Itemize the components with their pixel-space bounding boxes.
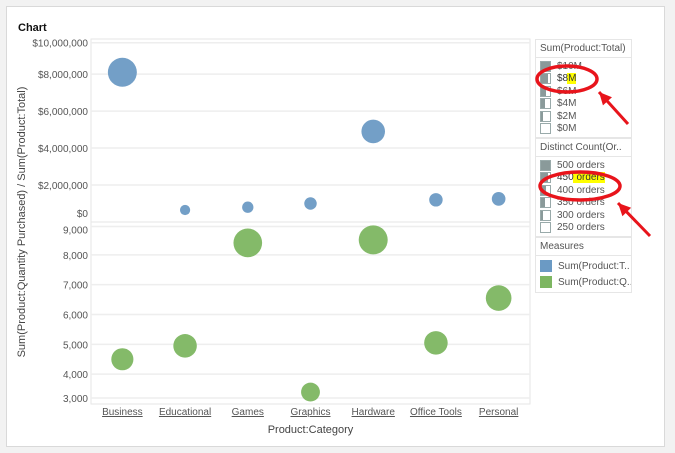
legend-label: 400 orders [557,184,605,196]
legend-item: 500 orders [540,159,631,172]
legend-title-total: Sum(Product:Total) [535,39,632,58]
bubble-1-hardware [358,225,388,255]
plot-area-1 [90,221,531,405]
legend-label: 250 orders [557,222,605,234]
y-tick-label: $6,000,000 [38,107,88,118]
size-swatch-icon [540,184,551,196]
y-tick-label: $2,000,000 [38,181,88,192]
bubble-1-graphics [301,382,320,402]
legend-item: $0M [540,123,631,136]
bubble-0-personal [491,192,506,206]
legend-item: 350 orders [540,197,631,210]
bubble-1-personal [485,285,512,311]
legend-item: $10M [540,60,631,73]
y-tick-label: $0 [77,209,89,220]
legend-label: $4M [557,98,577,110]
chart-title: Chart [18,22,47,34]
size-swatch-icon [540,85,551,97]
x-tick-label: Graphics [290,407,330,418]
legend-item: Sum(Product:T.. [540,258,631,274]
plot-area-0 [90,38,531,223]
size-swatch-icon [540,123,551,135]
legend-label: 450 orders [557,172,605,184]
y-tick-label: 7,000 [63,281,88,292]
legend-label: Sum(Product:T.. [558,260,630,272]
y-tick-label: 3,000 [63,394,88,405]
size-swatch-icon [540,197,551,209]
bubble-1-office-tools [424,331,448,355]
x-tick-label: Business [102,407,143,418]
bubble-1-educational [173,334,197,358]
size-swatch-icon [540,209,551,221]
x-tick-label: Educational [159,407,211,418]
x-tick-label: Games [232,407,264,418]
legend-size-orders: 500 orders 450 orders 400 orders 350 orders… [535,157,632,237]
size-swatch-icon [540,222,551,234]
bubble-0-hardware [361,119,386,144]
legend-item: $6M [540,85,631,98]
x-tick-label: Office Tools [410,407,462,418]
size-swatch-icon [540,60,551,72]
y-tick-label: 4,000 [63,370,88,381]
y-tick-label: $8,000,000 [38,70,88,81]
legend-label: 350 orders [557,197,605,209]
size-swatch-icon [540,98,551,110]
legend-size-total: $10M $8M $6M $4M $2M $0M [535,58,632,138]
legend-label: 500 orders [557,159,605,171]
x-axis-title: Product:Category [268,424,354,436]
legend-item: $4M [540,98,631,111]
legend-label: $0M [557,123,577,135]
bubble-1-games [233,228,263,258]
size-swatch-icon [540,73,551,85]
legend-item: $2M [540,110,631,123]
legend-label: Sum(Product:Q.. [558,276,631,288]
legend-title-measures: Measures [535,237,632,256]
y-axis-title: Sum(Product:Quantity Purchased) / Sum(Pr… [16,87,28,358]
legend-label: $2M [557,110,577,122]
size-swatch-icon [540,110,551,122]
y-tick-label: 9,000 [63,225,88,236]
y-tick-label: 6,000 [63,310,88,321]
legend-item: 400 orders [540,184,631,197]
legend-title-orders: Distinct Count(Or.. [535,138,632,157]
legend-label: 300 orders [557,209,605,221]
legend: Sum(Product:Total) $10M $8M $6M $4M $2M $0M D… [535,39,632,293]
legend-item: Sum(Product:Q.. [540,274,631,290]
legend-measures: Sum(Product:T.. Sum(Product:Q.. [535,256,632,293]
legend-item: 250 orders [540,222,631,235]
bubble-0-graphics [304,197,317,210]
y-tick-label: 5,000 [63,340,88,351]
bubble-0-office-tools [429,193,443,207]
x-tick-label: Hardware [352,407,396,418]
color-swatch-icon [540,276,552,288]
legend-item: 300 orders [540,209,631,222]
size-swatch-icon [540,159,551,171]
bubble-0-educational [179,204,191,216]
legend-label: $6M [557,85,577,97]
y-tick-label: 8,000 [63,251,88,262]
legend-label: $10M [557,60,583,72]
y-tick-label: $4,000,000 [38,144,88,155]
x-tick-label: Personal [479,407,518,418]
bubble-0-business [107,57,137,87]
y-tick-label: $10,000,000 [32,39,88,50]
bubble-1-business [111,348,134,371]
legend-label: $8M [557,73,577,85]
bubble-0-games [242,201,254,213]
legend-item: $8M [540,73,631,86]
size-swatch-icon [540,172,551,184]
color-swatch-icon [540,260,552,272]
legend-item: 450 orders [540,172,631,185]
